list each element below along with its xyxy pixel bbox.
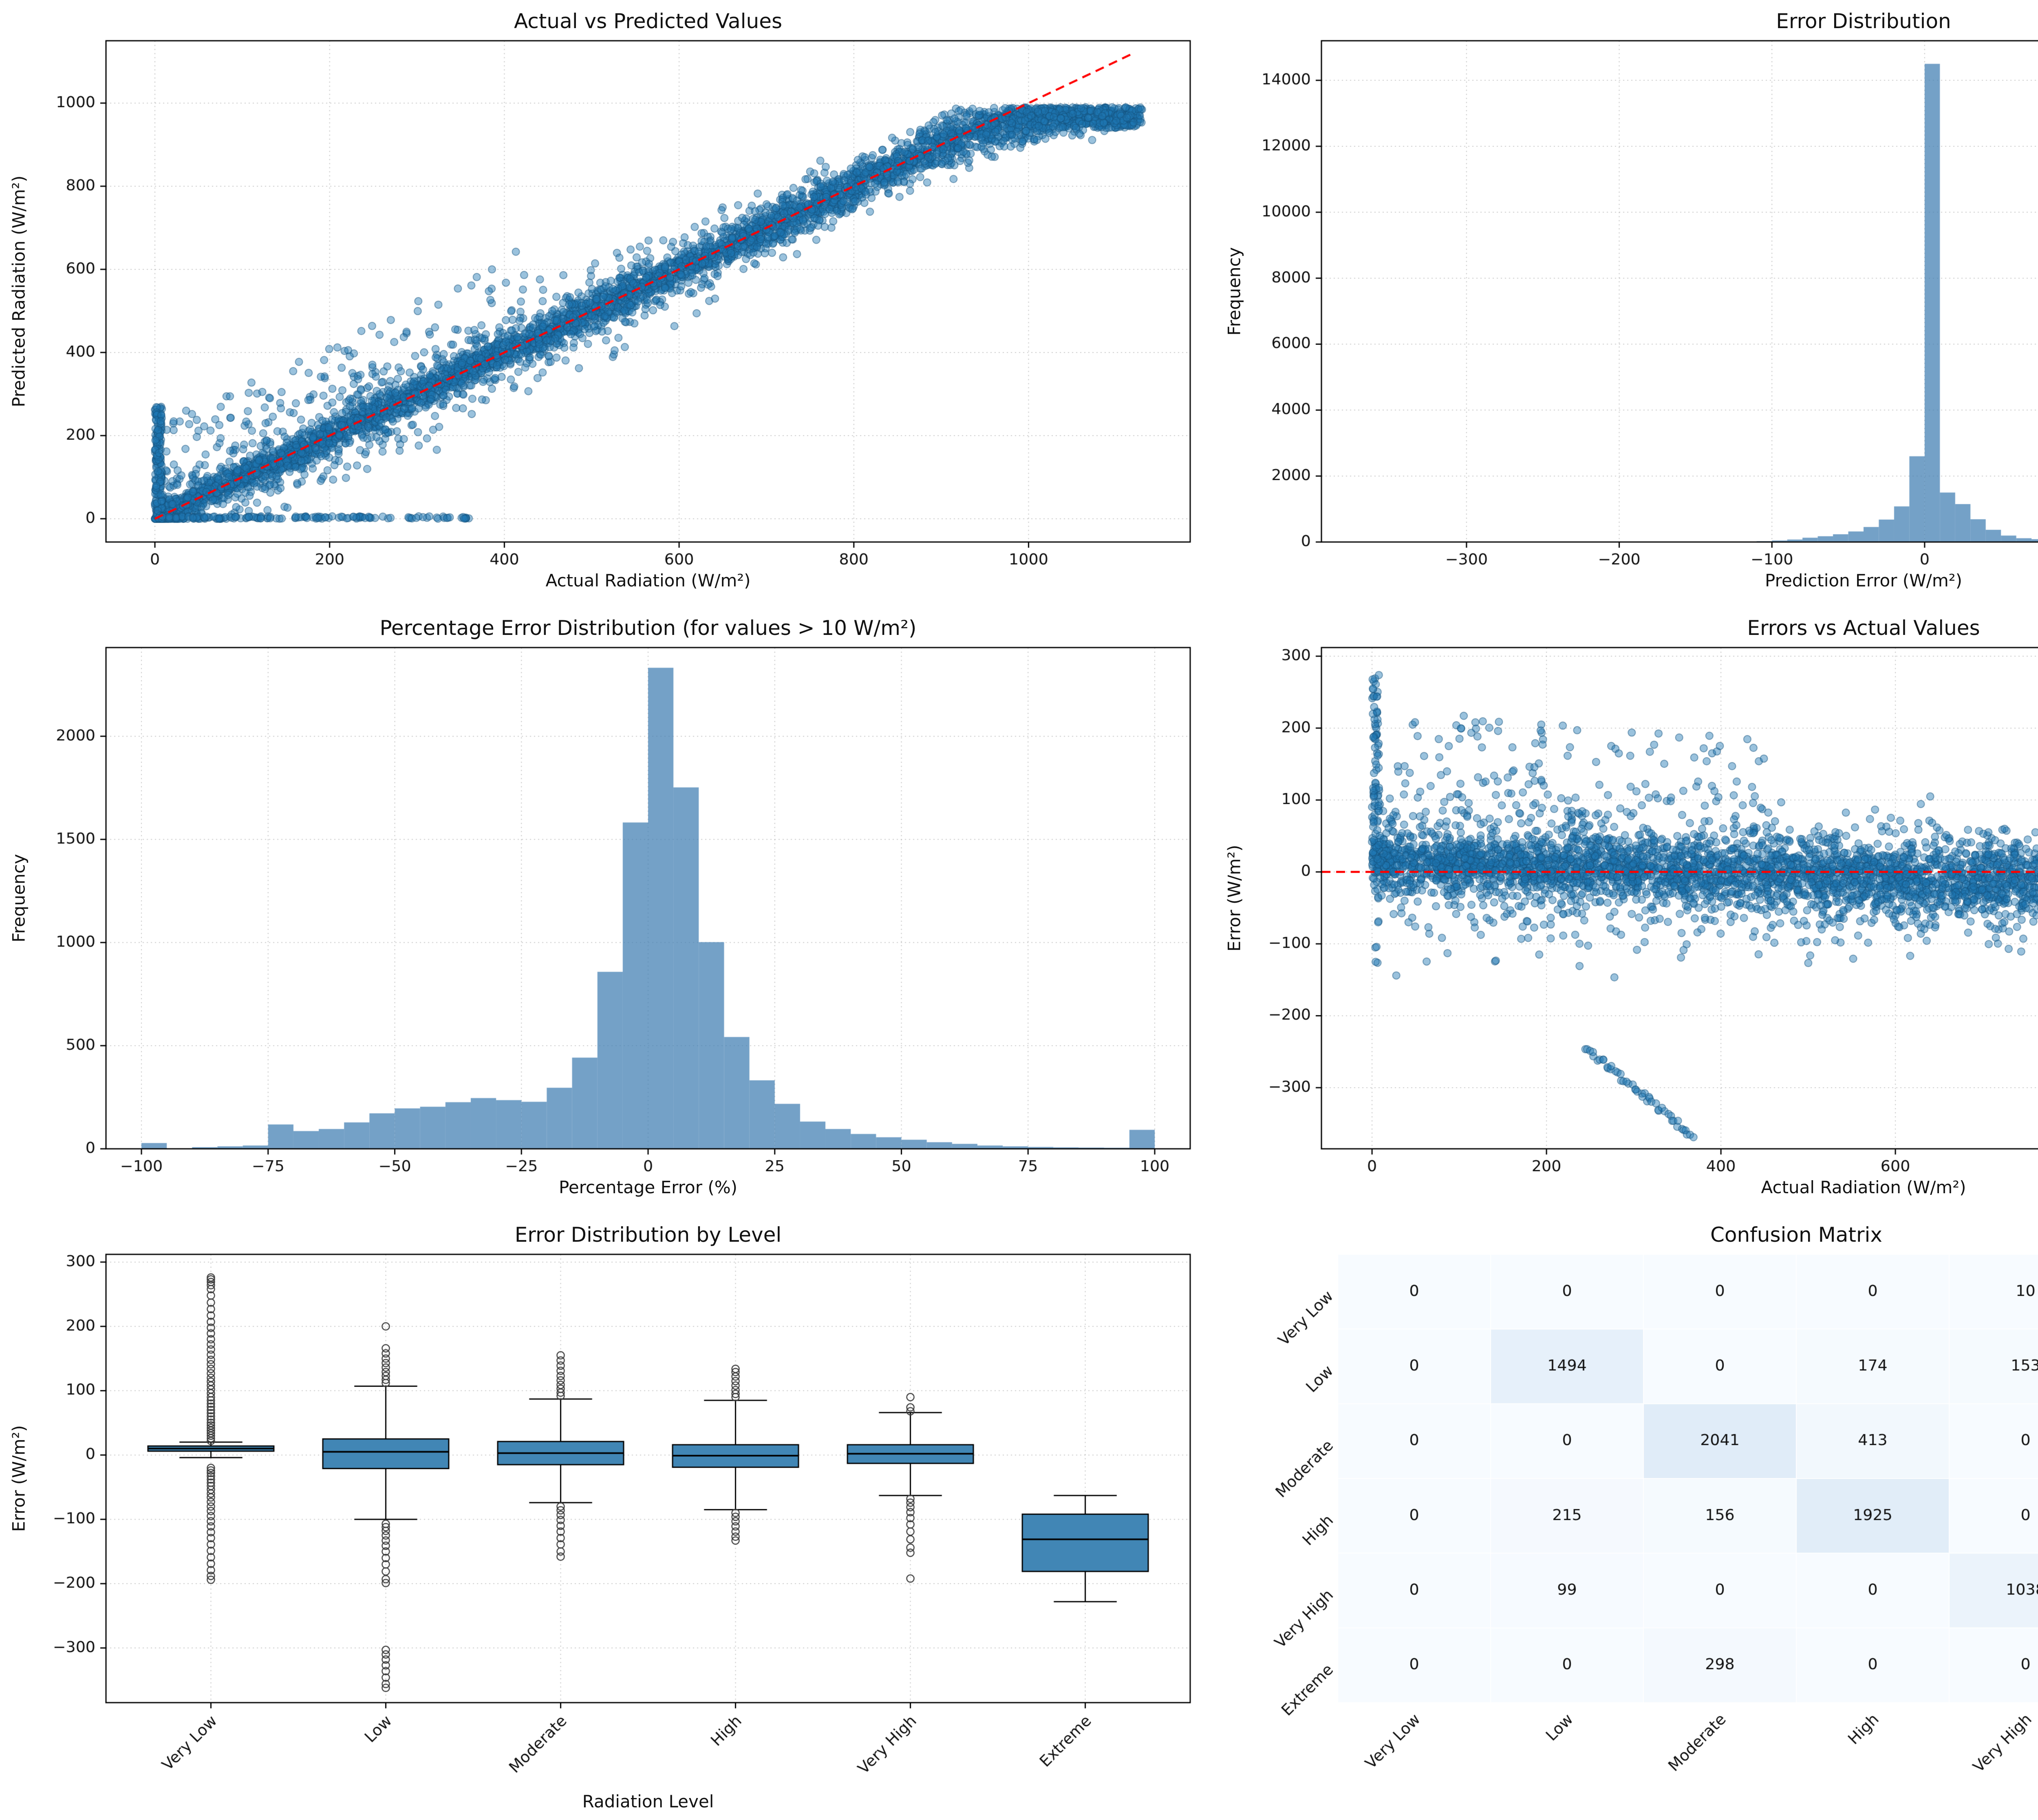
x-axis-label-percentage-error: Percentage Error (%): [558, 1177, 738, 1197]
y-axis-label-error: Error (W/m²): [9, 1425, 29, 1532]
confusion-matrix-canvas: [1215, 1214, 2038, 1820]
y-axis-label-frequency: Frequency: [9, 854, 29, 943]
error-distribution-canvas: [1215, 0, 2038, 607]
errors-vs-actual-canvas: [1215, 607, 2038, 1214]
plot-title-percentage-error: Percentage Error Distribution (for value…: [379, 616, 917, 640]
plot-title-confusion-matrix: Confusion Matrix: [1710, 1223, 1883, 1247]
y-axis-label-frequency: Frequency: [1224, 247, 1244, 336]
plot-title-error-by-level: Error Distribution by Level: [514, 1223, 782, 1247]
subplot-errors-vs-actual: Errors vs Actual Values Error (W/m²) Act…: [1215, 607, 2038, 1214]
x-axis-label-prediction-error: Prediction Error (W/m²): [1765, 571, 1962, 591]
x-axis-label-actual-radiation: Actual Radiation (W/m²): [545, 571, 751, 591]
subplot-error-distribution: Error Distribution Frequency Prediction …: [1215, 0, 2038, 607]
y-axis-label-error: Error (W/m²): [1224, 845, 1244, 952]
error-by-level-canvas: [0, 1214, 1215, 1820]
y-axis-label-predicted-radiation: Predicted Radiation (W/m²): [9, 175, 29, 408]
plot-title-actual-vs-predicted: Actual vs Predicted Values: [514, 9, 783, 33]
subplot-percentage-error-distribution: Percentage Error Distribution (for value…: [0, 607, 1215, 1214]
plot-title-error-distribution: Error Distribution: [1776, 9, 1951, 33]
x-axis-label-actual-radiation: Actual Radiation (W/m²): [1761, 1177, 1966, 1197]
subplot-actual-vs-predicted: Actual vs Predicted Values Predicted Rad…: [0, 0, 1215, 607]
plot-title-errors-vs-actual: Errors vs Actual Values: [1747, 616, 1980, 640]
subplot-error-by-level: Error Distribution by Level Error (W/m²)…: [0, 1214, 1215, 1820]
percentage-error-distribution-canvas: [0, 607, 1215, 1214]
actual-vs-predicted-canvas: [0, 0, 1215, 607]
subplot-confusion-matrix: Confusion Matrix: [1215, 1214, 2038, 1820]
x-axis-label-radiation-level: Radiation Level: [582, 1791, 714, 1811]
